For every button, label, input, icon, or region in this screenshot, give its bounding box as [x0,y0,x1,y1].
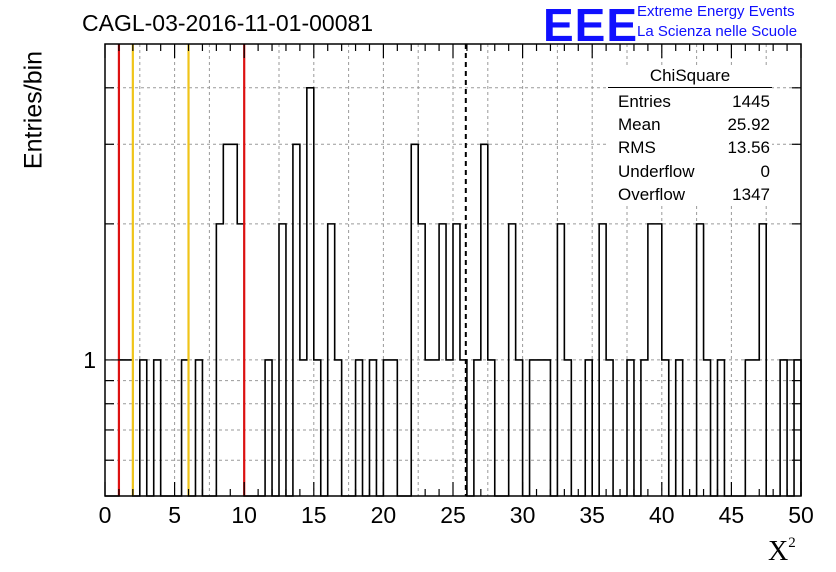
stats-row: RMS 13.56 [608,136,772,159]
stats-value: 0 [760,161,770,181]
logo-line-2: La Scienza nelle Scuole [637,23,798,40]
stats-row: Underflow 0 [608,160,772,183]
stats-box: ChiSquare Entries 1445 Mean 25.92 RMS 13.56… [608,66,772,207]
stats-label: Underflow [618,161,695,181]
histogram-bin [307,88,314,496]
histogram-outline [105,87,802,497]
stats-label: Mean [618,115,661,135]
histogram-bin [481,144,488,496]
stats-value: 1445 [732,92,770,111]
stats-row: Entries 1445 [608,90,772,113]
stats-label: Entries [618,92,671,111]
eee-logo: EEE [543,0,639,51]
x-tick-label: 20 [371,502,397,528]
histogram-bin [230,144,237,496]
x-tick-label: 10 [231,502,257,528]
x-axis-label: X2 [768,534,796,568]
histogram-bin [223,144,230,496]
x-tick-label: 40 [649,502,675,528]
x-tick-label: 35 [579,502,605,528]
x-tick-label: 0 [99,502,112,528]
stats-title: ChiSquare [608,66,772,88]
x-tick-label: 50 [788,502,814,528]
histogram-bin [411,144,418,496]
x-axis-label-superscript: 2 [788,534,796,551]
chart-title: CAGL-03-2016-11-01-00081 [82,10,374,36]
stats-row: Overflow 1347 [608,183,772,206]
logo-text: Extreme Energy Events La Scienza nelle S… [637,2,797,42]
histogram-bin [293,144,300,496]
stats-value: 1347 [732,184,770,204]
stats-row: Mean 25.92 [608,113,772,136]
x-tick-label: 45 [719,502,745,528]
x-tick-label: 25 [440,502,466,528]
stats-value: 13.56 [727,138,770,158]
x-tick-label: 5 [168,502,181,528]
y-tick-label: 1 [83,347,96,373]
y-axis-label: Entries/bin [19,50,48,170]
x-axis-label-main: X [768,536,789,567]
stats-value: 25.92 [727,115,770,135]
x-tick-label: 30 [510,502,536,528]
stats-label: Overflow [618,184,686,204]
stats-label: RMS [618,138,656,158]
logo-line-1: Extreme Energy Events [637,3,795,20]
x-tick-label: 15 [301,502,327,528]
